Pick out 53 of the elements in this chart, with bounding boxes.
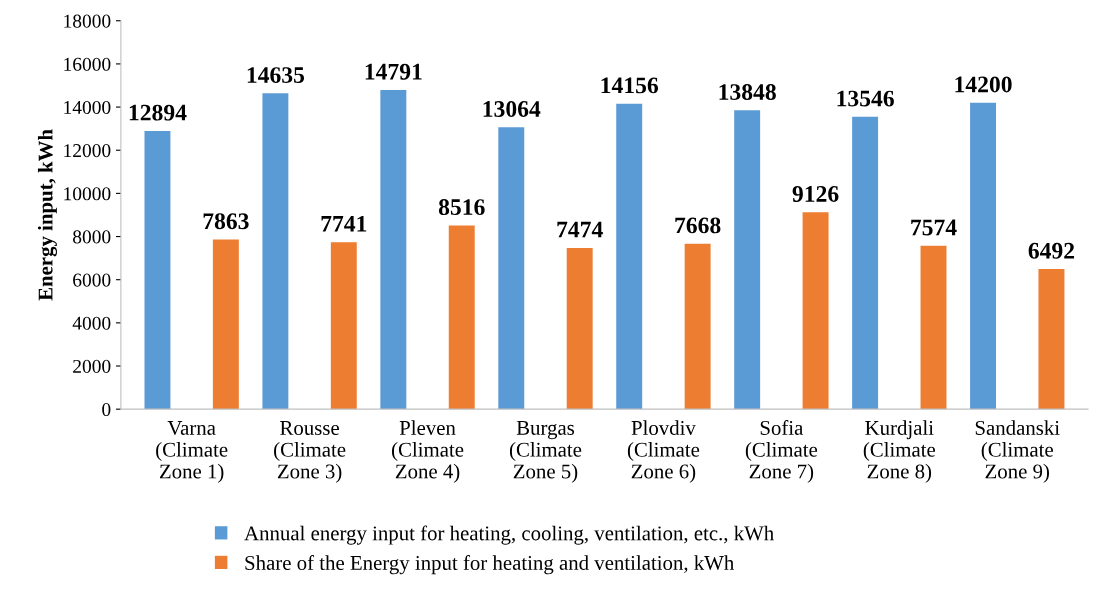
data-label: 12894 (129, 104, 187, 121)
bar (970, 102, 997, 410)
bar (734, 110, 761, 410)
bar (498, 127, 525, 410)
bar (1038, 269, 1065, 410)
bar (684, 243, 711, 410)
bar (852, 116, 879, 410)
x-tick-label: Sandanski (Climate Zone 9) (975, 420, 1060, 483)
data-label: 7574 (911, 219, 957, 236)
y-tick-label: 2000 (73, 359, 111, 373)
legend-label: Annual energy input for heating, cooling, ventilation, etc., kWh (244, 525, 774, 545)
bar (920, 245, 947, 410)
bar (566, 247, 593, 410)
data-label: 9126 (792, 186, 839, 202)
data-label: 6492 (1028, 242, 1075, 259)
bar (262, 93, 289, 410)
y-tick-label: 4000 (72, 316, 111, 330)
y-tick-label: 6000 (73, 273, 111, 287)
data-label: 13848 (719, 84, 776, 100)
data-label: 8516 (438, 199, 485, 216)
data-label: 7474 (557, 221, 603, 238)
x-tick-label: Sofia (Climate Zone 7) (745, 420, 818, 483)
x-tick-label: Kurdjali (Climate Zone 8) (863, 420, 936, 483)
bar (380, 90, 407, 410)
data-label: 14791 (365, 63, 422, 80)
y-axis-title: Energy input, kWh (37, 129, 57, 301)
y-tick-label: 18000 (64, 14, 111, 28)
bar (144, 130, 171, 410)
x-tick-label: Rousse (Climate Zone 3) (274, 421, 346, 483)
x-tick-label: Pleven (Climate Zone 4) (392, 420, 464, 483)
x-tick-label: Burgas (Climate Zone 5) (509, 421, 582, 483)
y-tick-label: 16000 (64, 57, 111, 71)
data-label: 14635 (247, 67, 305, 84)
bar (212, 239, 239, 410)
bar (616, 103, 643, 410)
data-label: 7863 (203, 213, 249, 230)
y-tick-label: 10000 (64, 187, 111, 201)
y-tick-label: 12000 (64, 144, 111, 158)
x-tick-label: Plovdiv (Climate Zone 6) (627, 420, 700, 483)
y-tick-label: 14000 (64, 100, 111, 115)
data-label: 7741 (321, 215, 367, 232)
data-label: 13546 (837, 90, 894, 107)
y-tick-label: 0 (102, 402, 111, 417)
bar (448, 225, 475, 410)
y-tick-label: 8000 (73, 230, 111, 244)
x-tick-label: Varna (Climate Zone 1) (156, 421, 228, 483)
bar (330, 242, 357, 410)
bar (802, 212, 829, 410)
data-label: 7668 (675, 217, 721, 234)
data-label: 14200 (955, 76, 1012, 93)
legend-label: Share of the Energy input for heating and ventilation, kWh (245, 555, 735, 575)
data-label: 14156 (601, 77, 659, 94)
data-label: 13064 (483, 100, 541, 117)
